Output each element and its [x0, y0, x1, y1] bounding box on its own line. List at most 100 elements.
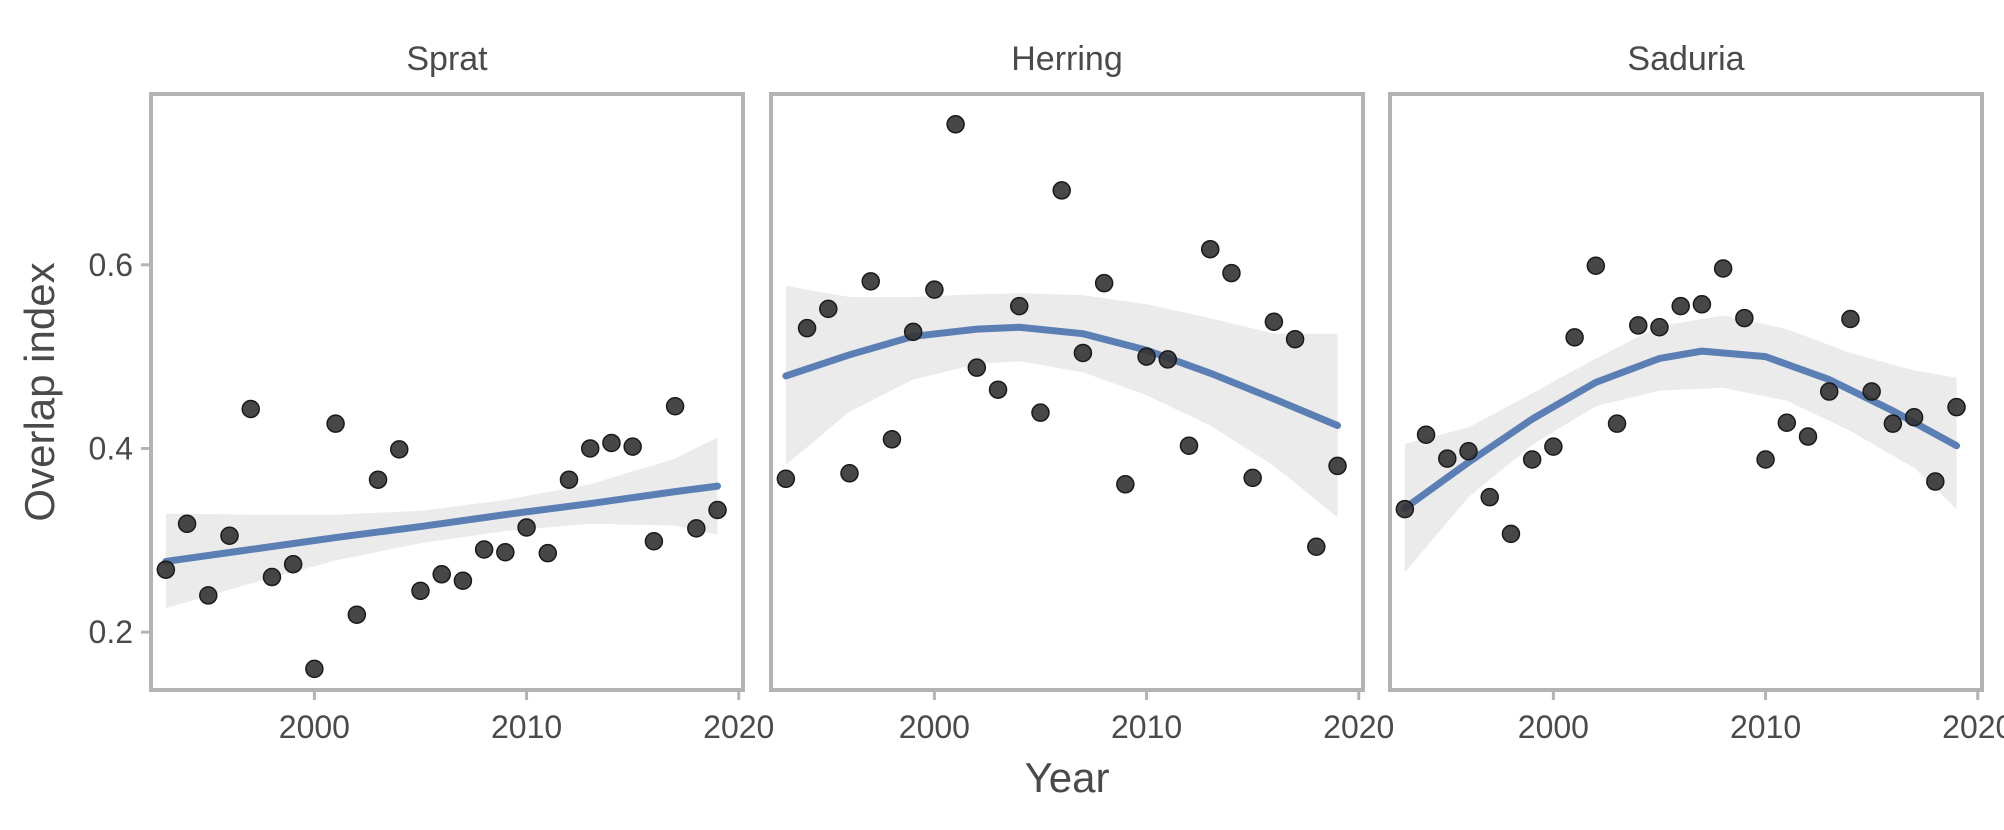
x-tick-label: 2000: [279, 709, 350, 745]
data-point: [1438, 449, 1457, 468]
data-point: [1586, 256, 1606, 275]
data-point: [538, 543, 558, 563]
data-point: [1073, 343, 1093, 363]
data-point: [368, 470, 388, 489]
data-point: [1777, 413, 1797, 433]
data-point: [1459, 441, 1478, 461]
y-tick-label: 0.4: [89, 430, 133, 466]
x-tick-label: 2000: [1518, 709, 1589, 745]
data-point: [347, 605, 367, 624]
data-point: [220, 526, 239, 545]
data-point: [1650, 318, 1669, 337]
data-point: [1501, 524, 1521, 544]
x-tick-label: 2010: [491, 709, 562, 745]
data-point: [903, 322, 923, 342]
x-tick-label: 2020: [703, 709, 774, 745]
x-tick-label: 2020: [1323, 709, 1394, 745]
data-point: [967, 358, 987, 377]
data-point: [840, 464, 859, 483]
data-point: [1544, 437, 1563, 456]
data-point: [517, 518, 536, 537]
panel-border: [149, 92, 745, 692]
data-point: [988, 380, 1008, 399]
data-point: [496, 542, 515, 562]
panel-sprat: Sprat 2000 2010 2020 0.2 0.4 0.6: [89, 40, 775, 745]
data-point: [1862, 382, 1881, 401]
data-point: [1222, 263, 1241, 283]
data-point: [1713, 259, 1733, 278]
data-point: [1264, 312, 1284, 331]
data-point: [1179, 436, 1199, 455]
data-point: [708, 500, 727, 520]
data-point: [776, 469, 796, 489]
data-point: [1798, 427, 1818, 446]
trend-line: [1401, 347, 1961, 512]
data-point: [1692, 295, 1712, 314]
data-point: [1947, 397, 1966, 417]
data-point: [432, 565, 451, 584]
data-point: [1904, 408, 1924, 427]
data-point: [1671, 296, 1690, 316]
data-point: [1200, 239, 1220, 259]
y-tick-label: 0.6: [89, 247, 133, 283]
confidence-band: [785, 285, 1338, 518]
data-point: [1094, 273, 1114, 293]
data-point: [177, 514, 197, 534]
data-point: [559, 470, 579, 489]
panel-saduria: Saduria 2000 2010 2020: [1388, 40, 2004, 745]
data-point: [1735, 308, 1754, 328]
data-point: [580, 439, 600, 458]
data-point: [1158, 350, 1178, 369]
data-point: [1137, 347, 1156, 366]
data-point: [1480, 487, 1499, 507]
data-point: [644, 531, 664, 551]
data-point: [1010, 296, 1029, 316]
data-point: [1328, 456, 1347, 476]
data-point: [199, 586, 218, 605]
data-point: [1522, 450, 1542, 469]
data-point: [687, 519, 706, 538]
data-point: [797, 318, 817, 338]
data-point: [1629, 316, 1648, 335]
data-point: [1031, 403, 1050, 422]
data-point: [1116, 475, 1135, 494]
trend-line: [782, 323, 1342, 430]
panel-border: [1388, 92, 1984, 692]
data-point: [819, 299, 838, 319]
data-point: [623, 437, 642, 456]
data-point: [1819, 382, 1839, 401]
panel-title: Herring: [1011, 40, 1122, 78]
x-tick-label: 2020: [1942, 709, 2004, 745]
data-point: [1607, 414, 1627, 433]
data-point: [411, 581, 430, 601]
x-tick-label: 2010: [1730, 709, 1801, 745]
data-point: [602, 433, 621, 453]
confidence-band: [1404, 315, 1957, 573]
data-point: [453, 571, 473, 590]
data-point: [1052, 181, 1071, 200]
data-point: [1565, 328, 1584, 347]
x-tick-label: 2010: [1111, 709, 1182, 745]
panel-title: Saduria: [1627, 40, 1744, 78]
data-point: [1926, 472, 1945, 491]
data-point: [305, 659, 324, 679]
data-point: [156, 560, 176, 579]
data-point: [390, 440, 409, 459]
data-point: [283, 554, 303, 574]
trend-line: [162, 482, 722, 565]
data-point: [1841, 309, 1860, 329]
data-point: [1307, 537, 1326, 556]
data-point: [882, 430, 902, 449]
data-point: [1285, 329, 1305, 349]
x-tick-label: 2000: [899, 709, 970, 745]
data-point: [1243, 468, 1262, 488]
data-point: [1416, 425, 1436, 444]
data-point: [1883, 414, 1903, 433]
data-point: [1395, 499, 1415, 519]
data-point: [861, 272, 880, 291]
data-point: [241, 399, 260, 419]
data-point: [946, 115, 965, 134]
data-point: [474, 540, 494, 559]
